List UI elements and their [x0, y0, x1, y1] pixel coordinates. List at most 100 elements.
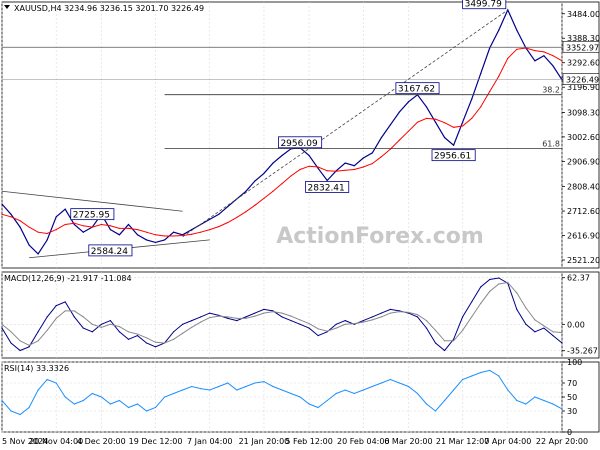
data-point: [326, 170, 328, 172]
data-point: [371, 385, 373, 388]
y-tick-label: 2808.40: [567, 183, 600, 192]
data-point: [362, 389, 364, 391]
data-point: [37, 331, 39, 333]
data-point: [398, 111, 401, 113]
data-point: [10, 342, 12, 344]
data-point: [55, 305, 57, 307]
data-point: [462, 121, 464, 123]
data-point: [471, 316, 473, 318]
data-point: [118, 227, 121, 229]
data-point: [471, 375, 473, 377]
data-point: [389, 308, 391, 310]
x-tick-label: 21 Jan 20:00: [239, 437, 290, 446]
data-point: [73, 223, 75, 226]
data-point: [380, 156, 382, 158]
data-point: [416, 316, 419, 318]
data-point: [425, 327, 428, 329]
data-point: [353, 323, 355, 325]
data-point: [28, 346, 30, 348]
data-point: [543, 325, 545, 327]
data-point: [200, 316, 202, 318]
data-point: [290, 175, 292, 177]
data-point: [453, 126, 455, 128]
annotation-box: [462, 0, 507, 10]
data-point: [290, 315, 292, 317]
data-point: [344, 162, 346, 164]
data-point: [543, 327, 545, 329]
data-point: [136, 333, 139, 335]
data-point: [534, 319, 536, 321]
annotation-box: [395, 82, 440, 95]
data-point: [127, 406, 130, 409]
data-point: [263, 197, 265, 200]
data-point: [191, 326, 193, 328]
y-tick-label: 50: [567, 393, 577, 402]
data-point: [64, 396, 66, 398]
data-point: [498, 283, 500, 285]
data-point: [28, 244, 30, 246]
trendline: [1, 190, 183, 212]
data-point: [290, 392, 292, 395]
data-point: [371, 163, 373, 165]
data-point: [10, 216, 12, 218]
data-point: [127, 331, 130, 333]
panel-frame: [1, 271, 600, 359]
data-point: [73, 403, 75, 405]
data-point: [416, 392, 419, 395]
data-point: [434, 410, 437, 412]
y-tick-label: 3388.30: [567, 34, 600, 43]
data-point: [37, 340, 39, 342]
data-point: [10, 213, 12, 215]
data-point: [425, 106, 428, 108]
data-point: [19, 340, 21, 342]
data-point: [236, 317, 238, 319]
data-point: [100, 396, 102, 398]
data-point: [91, 226, 93, 228]
data-point: [453, 144, 455, 146]
data-point: [218, 315, 220, 317]
data-point: [1, 327, 3, 329]
data-point: [561, 60, 563, 62]
data-point: [453, 340, 455, 342]
data-point: [543, 55, 545, 57]
data-point: [46, 232, 48, 235]
data-point: [145, 342, 148, 344]
data-point: [182, 323, 184, 325]
y-tick-label: 2906.90: [567, 157, 600, 166]
data-point: [154, 241, 157, 244]
data-point: [118, 399, 121, 402]
y-tick-label: 3484.00: [567, 10, 600, 19]
data-point: [82, 316, 84, 318]
data-point: [254, 382, 256, 384]
data-point: [154, 406, 157, 409]
data-point: [326, 399, 328, 402]
data-point: [326, 330, 328, 332]
data-point: [209, 312, 211, 314]
annotation-label: 3167.62: [398, 85, 435, 95]
hline-price-label: 3352.97: [566, 43, 599, 52]
price-header: XAUUSD,H4 3234.96 3236.15 3201.70 3226.4…: [14, 4, 204, 13]
data-point: [443, 349, 446, 352]
y-tick-label: 2616.90: [567, 232, 600, 241]
data-point: [353, 168, 355, 171]
annotation-box: [88, 244, 133, 257]
data-point: [353, 392, 355, 395]
data-point: [335, 392, 337, 395]
data-point: [525, 307, 527, 309]
data-point: [362, 166, 364, 168]
y-tick-label: 100: [567, 358, 582, 367]
x-tick-label: 4 Dec 20:00: [77, 437, 126, 446]
data-point: [163, 342, 166, 344]
data-point: [263, 312, 265, 314]
data-point: [263, 172, 265, 174]
x-tick-label: 6 Mar 20:00: [384, 437, 432, 446]
data-point: [127, 338, 130, 340]
data-point: [317, 166, 319, 168]
data-point: [1, 213, 3, 215]
data-point: [73, 222, 75, 224]
data-point: [362, 321, 364, 323]
data-point: [227, 206, 229, 208]
data-point: [245, 317, 247, 319]
data-point: [299, 323, 301, 325]
